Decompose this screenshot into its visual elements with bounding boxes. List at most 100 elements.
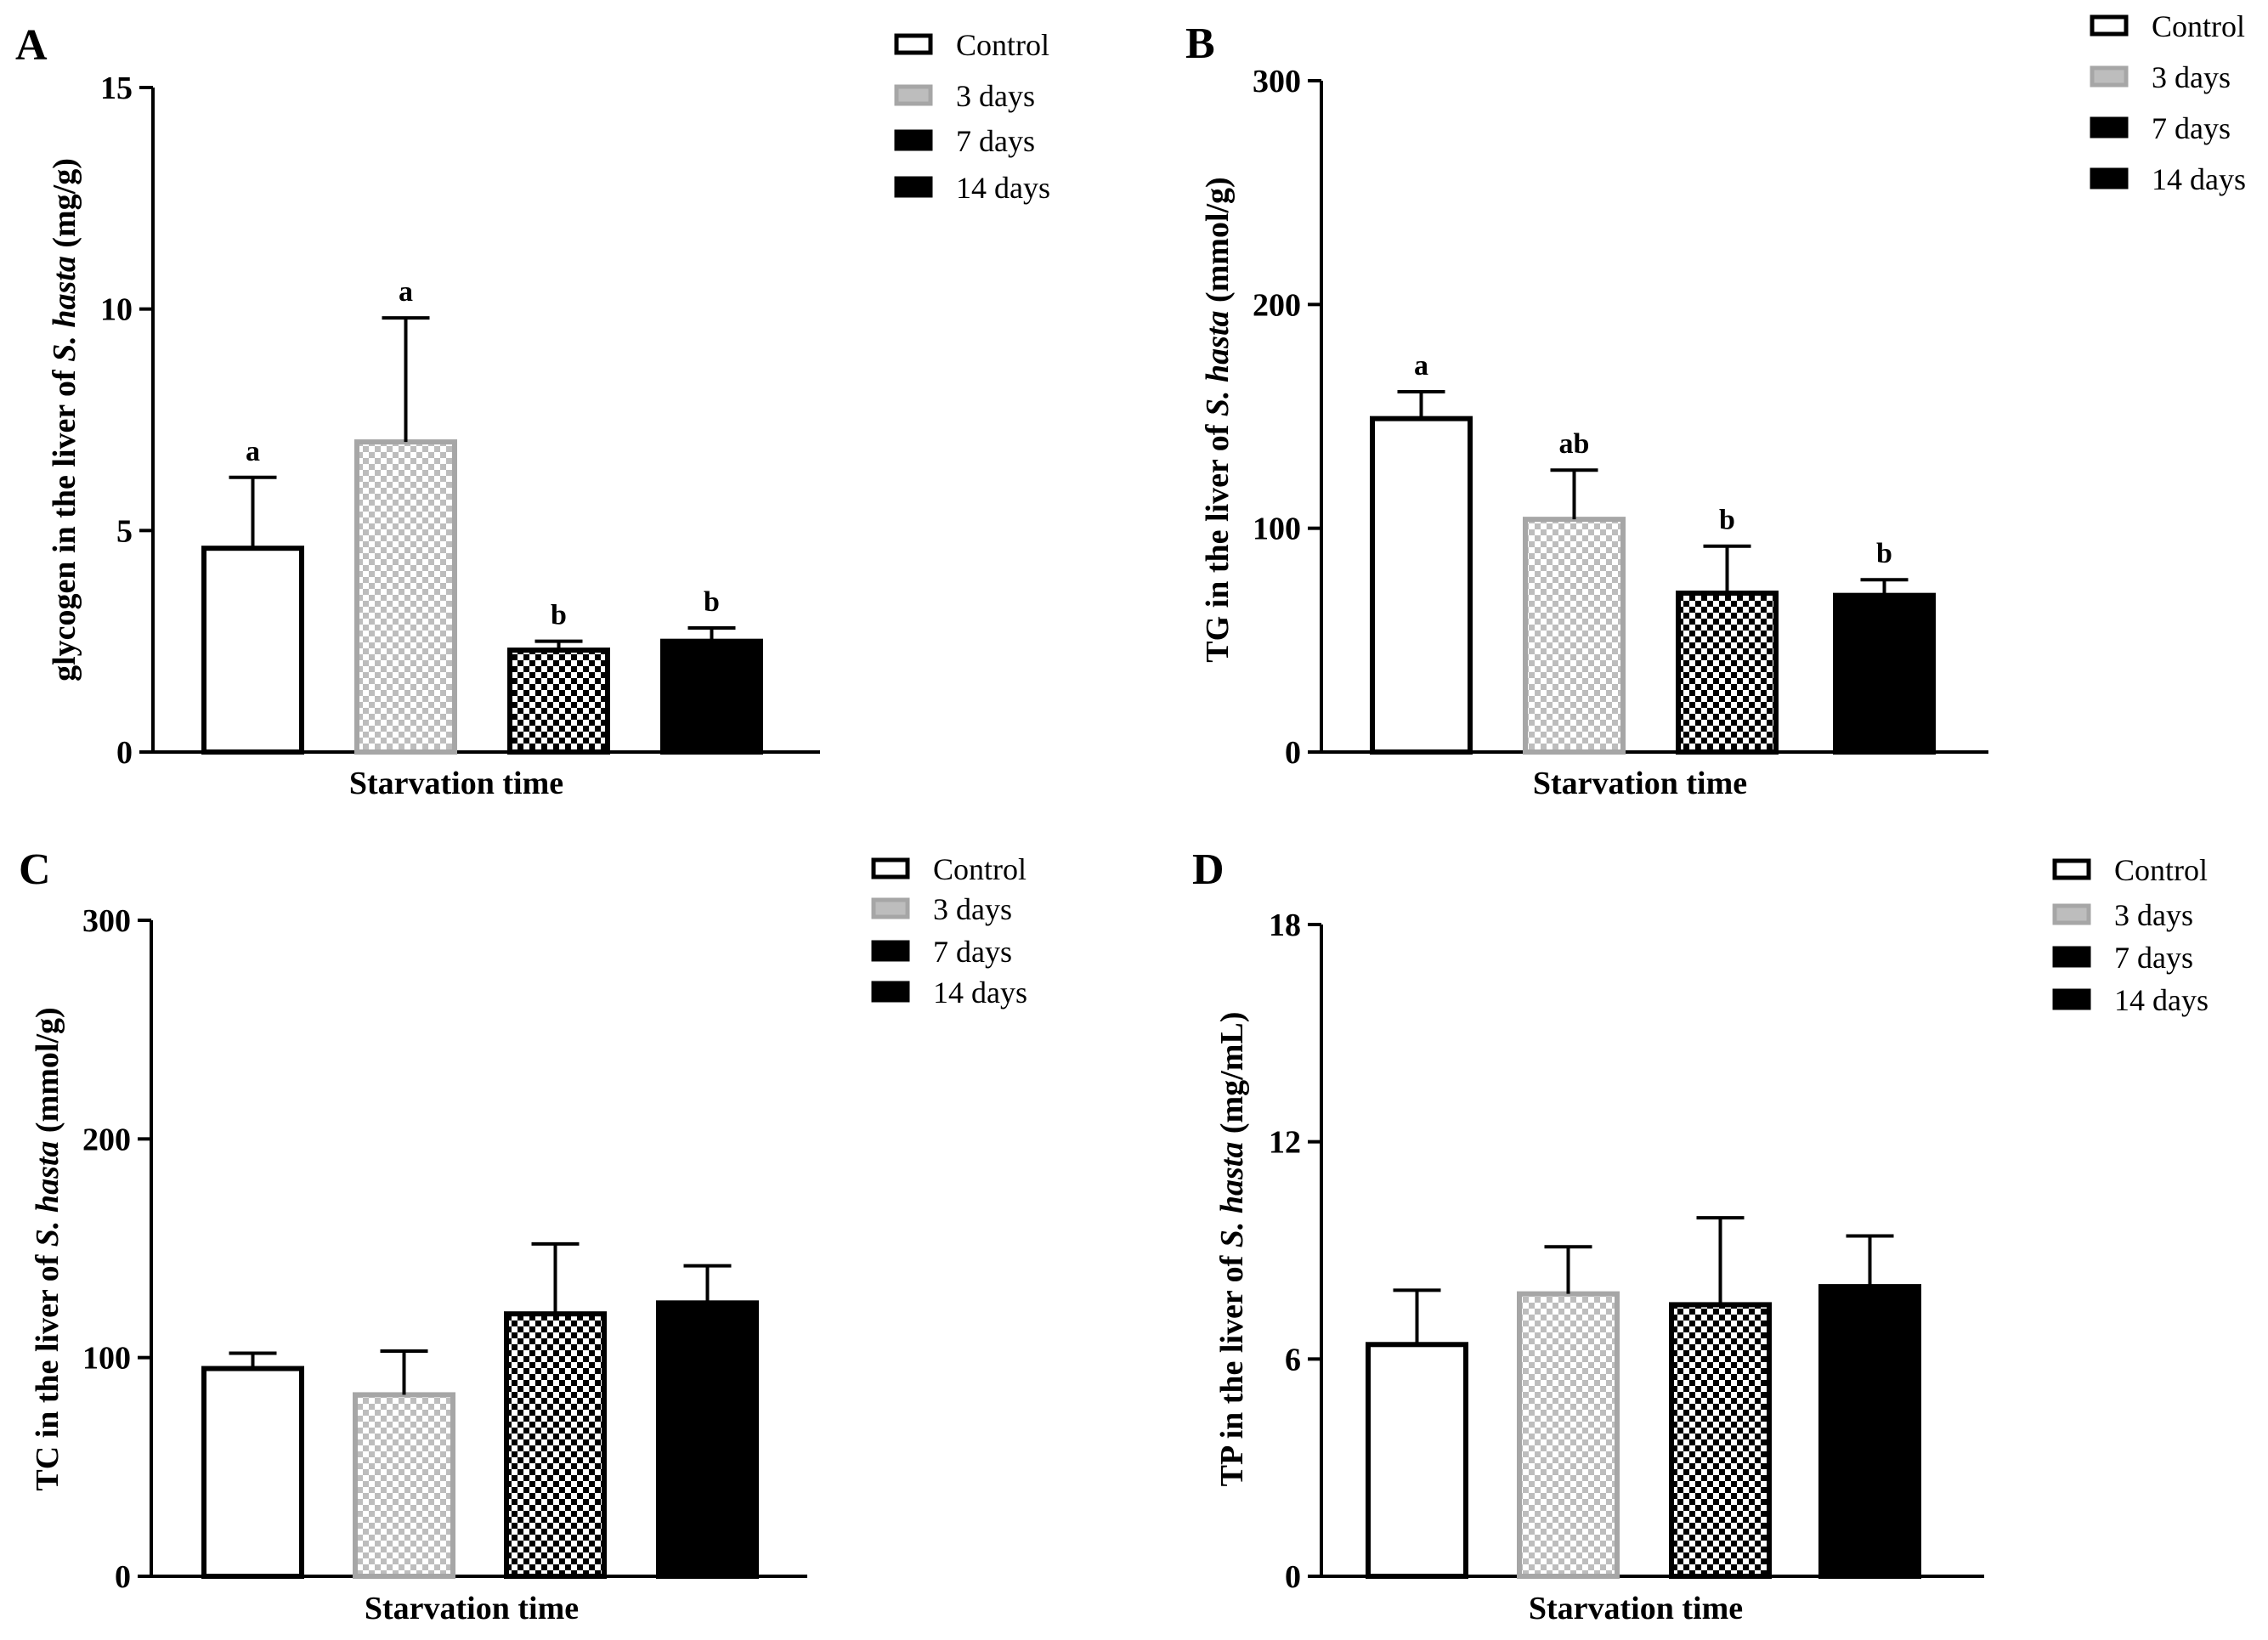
significance-letter: a	[246, 436, 260, 467]
legend-label: 3 days	[2114, 898, 2193, 932]
y-axis-title: TC in the liver of S. hasta (mmol/g)	[30, 1007, 65, 1490]
legend-key	[2090, 116, 2129, 139]
legend-label: 14 days	[2152, 162, 2246, 196]
panel-letter: C	[19, 845, 51, 894]
bar-7-days	[1669, 1302, 1772, 1579]
panel-b: B 0 100 200 300 TG in the liver of S. hasta (…	[1185, 9, 2246, 801]
y-axis-title-prefix: TP in the liver of	[1214, 1247, 1250, 1486]
legend-key	[871, 857, 910, 879]
y-axis-title-species: S. hasta	[1200, 311, 1236, 417]
significance-letter: b	[704, 586, 720, 618]
y-axis-title-prefix: TC in the liver of	[30, 1247, 65, 1490]
legend-key	[894, 84, 933, 106]
bar-control	[201, 546, 304, 755]
y-tick-label: 0	[115, 1559, 131, 1595]
y-tick-label: 12	[1269, 1125, 1301, 1161]
y-tick-label: 18	[1269, 908, 1301, 943]
bar-3-days	[1517, 1291, 1620, 1579]
bar-14-days	[1833, 592, 1936, 755]
legend-label: 7 days	[2152, 111, 2231, 145]
significance-letter: a	[399, 276, 413, 308]
legend-key	[871, 897, 910, 919]
y-tick-label: 0	[116, 735, 133, 771]
bar-14-days	[660, 638, 763, 755]
panel-letter: D	[1192, 845, 1224, 894]
y-tick-label: 6	[1285, 1342, 1301, 1377]
legend-label: Control	[2114, 853, 2208, 887]
legend-label: Control	[956, 28, 1049, 62]
legend-key	[871, 981, 910, 1003]
y-tick-label: 100	[1253, 512, 1301, 547]
legend-label: 14 days	[956, 171, 1050, 205]
legend-key	[2090, 167, 2129, 189]
legend-key	[2090, 14, 2129, 37]
y-tick-label: 200	[82, 1122, 131, 1157]
legend-key	[871, 940, 910, 962]
bar-control	[1366, 1342, 1468, 1580]
panel-c: C 0 100 200 300 TC in the liver of S. hasta (…	[19, 845, 1027, 1626]
y-axis-title: TP in the liver of S. hasta (mg/mL)	[1214, 1012, 1250, 1487]
y-tick-label: 5	[116, 513, 133, 549]
y-tick-label: 200	[1253, 287, 1301, 323]
y-axis-title-unit: (mg/mL)	[1214, 1012, 1250, 1142]
y-axis-title-unit: (mmol/g)	[1200, 177, 1236, 310]
bar-7-days	[504, 1311, 607, 1579]
legend-key	[2052, 903, 2091, 925]
y-tick-label: 10	[100, 292, 133, 328]
panel-letter: A	[15, 21, 48, 70]
y-tick-label: 300	[1253, 64, 1301, 99]
y-axis-title: glycogen in the liver of S. hasta (mg/g)	[47, 158, 82, 681]
legend-label: 3 days	[933, 892, 1012, 926]
y-tick-label: 300	[82, 903, 131, 939]
x-axis-title: Starvation time	[349, 766, 563, 801]
legend-label: 3 days	[2152, 60, 2231, 94]
legend-key	[2052, 946, 2091, 968]
significance-letter: a	[1414, 350, 1428, 382]
legend-label: 3 days	[956, 79, 1035, 113]
y-axis-title-prefix: glycogen in the liver of	[47, 362, 82, 681]
panel-letter: B	[1185, 20, 1215, 68]
bar-7-days	[507, 648, 610, 755]
y-tick-label: 0	[1285, 735, 1301, 771]
bar-14-days	[1818, 1284, 1921, 1579]
y-axis-title: TG in the liver of S. hasta (mmol/g)	[1200, 177, 1236, 662]
y-axis-title-unit: (mmol/g)	[30, 1007, 65, 1140]
panel-a: A 0 5 10 15 glycogen in the liver of S. hasta…	[15, 21, 1050, 801]
y-axis-title-species: S. hasta	[30, 1141, 65, 1247]
bar-3-days	[353, 1392, 455, 1579]
significance-letter: ab	[1559, 428, 1590, 460]
y-tick-label: 100	[82, 1341, 131, 1377]
significance-letter: b	[1719, 505, 1735, 536]
legend-key	[2052, 988, 2091, 1010]
legend-key	[894, 176, 933, 198]
bar-3-days	[354, 439, 457, 755]
bar-14-days	[656, 1300, 759, 1580]
y-axis-title-unit: (mg/g)	[47, 158, 82, 256]
y-axis-title-prefix: TG in the liver of	[1200, 416, 1236, 663]
bar-control	[1370, 416, 1473, 755]
bar-control	[201, 1366, 304, 1579]
y-axis-title-species: S. hasta	[47, 256, 82, 362]
y-tick-label: 0	[1285, 1559, 1301, 1595]
bar-7-days	[1676, 591, 1779, 755]
legend-key	[894, 129, 933, 151]
legend-label: 7 days	[933, 935, 1012, 969]
y-tick-label: 15	[100, 71, 133, 106]
legend-key	[894, 33, 933, 55]
legend-key	[2090, 65, 2129, 88]
legend-label: 14 days	[933, 976, 1027, 1009]
panel-d: D 0 6 12 18 TP in the liver of S. hasta (mg/m…	[1192, 845, 2209, 1626]
significance-letter: b	[551, 600, 567, 631]
bar-3-days	[1523, 517, 1626, 755]
legend-label: 7 days	[956, 124, 1035, 158]
significance-letter: b	[1876, 538, 1892, 569]
y-axis-title-species: S. hasta	[1214, 1142, 1250, 1248]
legend-label: Control	[933, 852, 1027, 886]
x-axis-title: Starvation time	[1533, 766, 1747, 801]
legend-label: 7 days	[2114, 941, 2193, 975]
legend-key	[2052, 858, 2091, 880]
x-axis-title: Starvation time	[365, 1591, 579, 1626]
legend-label: 14 days	[2114, 983, 2209, 1017]
x-axis-title: Starvation time	[1529, 1591, 1743, 1626]
